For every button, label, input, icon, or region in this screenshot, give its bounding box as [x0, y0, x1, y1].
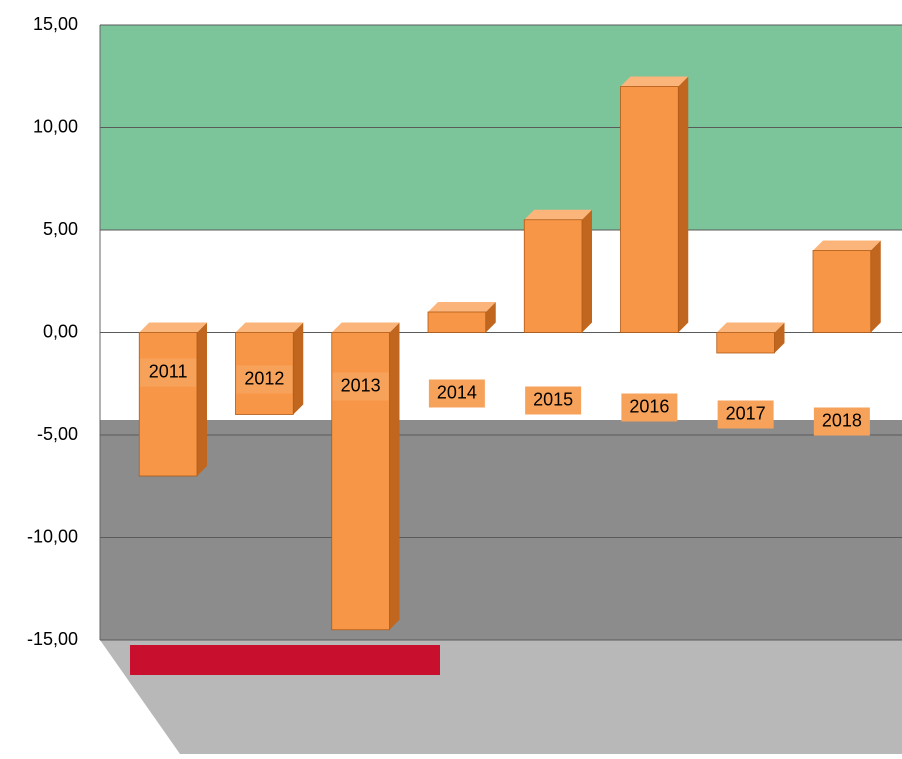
bar-top	[716, 322, 785, 333]
category-label-box	[140, 358, 197, 387]
bar-side	[582, 209, 592, 333]
x-tick-label: 2016	[629, 396, 669, 416]
category-label-box	[236, 365, 293, 394]
x-tick-label: 2017	[726, 403, 766, 423]
bar-side	[870, 240, 881, 333]
y-tick-label: -10,00	[27, 526, 78, 546]
bar-side	[197, 322, 207, 476]
bar-top	[331, 322, 400, 333]
bar-top	[235, 322, 304, 333]
y-tick-label: 15,00	[33, 14, 78, 34]
category-label-box	[428, 379, 485, 408]
bar	[620, 86, 679, 333]
bar-top	[139, 322, 207, 333]
x-tick-label: 2013	[341, 375, 381, 395]
bar-side	[389, 322, 400, 630]
y-tick-label: 10,00	[33, 116, 78, 136]
logo-strip	[130, 645, 440, 675]
y-tick-label: -5,00	[37, 424, 78, 444]
bar-top	[524, 209, 592, 220]
bar	[716, 332, 775, 354]
x-tick-label: 2015	[533, 389, 573, 409]
category-label-box	[813, 407, 870, 436]
category-label-box	[621, 393, 678, 422]
bar-top	[813, 240, 881, 251]
bar-top	[620, 76, 689, 87]
x-tick-label: 2018	[822, 410, 862, 430]
x-tick-label: 2012	[244, 368, 284, 388]
bar-side	[485, 302, 496, 333]
category-label-box	[332, 372, 389, 401]
bar	[138, 332, 198, 477]
y-tick-label: -15,00	[27, 629, 78, 649]
x-tick-label: 2011	[149, 361, 188, 381]
bar-side	[678, 76, 689, 333]
bar	[427, 311, 487, 333]
category-label-box	[717, 400, 774, 429]
y-tick-label: 5,00	[43, 219, 78, 239]
bar-side	[293, 322, 304, 415]
x-tick-label: 2014	[437, 382, 477, 402]
y-tick-label: 0,00	[43, 321, 78, 341]
bar-top	[428, 302, 496, 312]
bar	[523, 219, 583, 333]
category-label-box	[525, 386, 582, 415]
bar	[812, 250, 872, 333]
bar-side	[774, 322, 785, 353]
gray-band	[100, 420, 902, 640]
